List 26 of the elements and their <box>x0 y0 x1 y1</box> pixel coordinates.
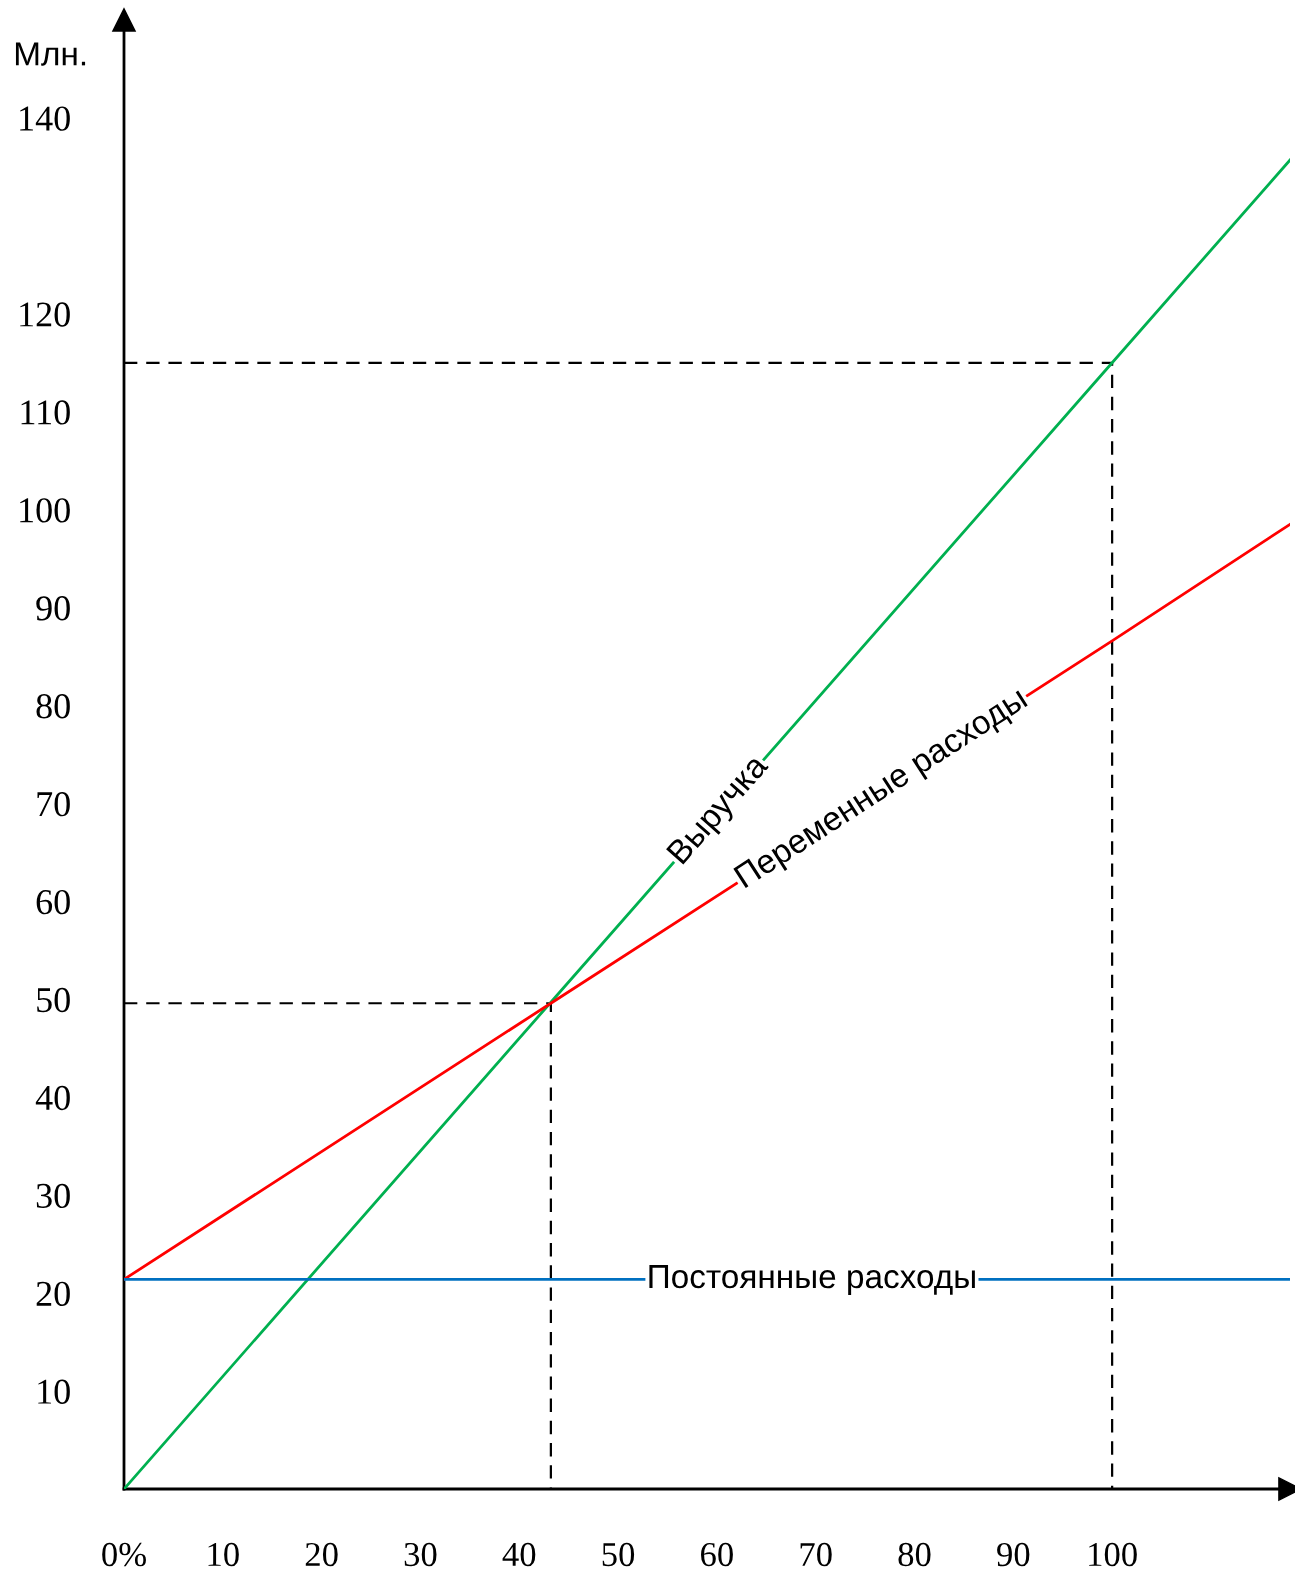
x-tick-label: 40 <box>502 1542 536 1567</box>
x-tick-label: 100 <box>1089 1542 1137 1567</box>
y-tick-label: 50 <box>37 987 70 1013</box>
y-tick-label: 80 <box>36 694 70 719</box>
y-axis-title: Млн. <box>15 42 86 66</box>
x-tick-label: 90 <box>997 1542 1030 1567</box>
series-label: Постоянные расходы <box>649 1265 975 1295</box>
x-tick-label: 20 <box>305 1542 338 1567</box>
x-tick-label: 50 <box>602 1542 635 1567</box>
x-tick-label: 30 <box>404 1542 437 1567</box>
x-tick-label: 80 <box>898 1542 931 1567</box>
y-tick-label: 10 <box>38 1379 70 1404</box>
y-tick-label: 20 <box>36 1281 70 1307</box>
y-tick-label: 120 <box>20 302 70 327</box>
y-tick-label: 60 <box>36 889 70 915</box>
y-tick-label: 30 <box>36 1183 70 1209</box>
x-tick-label: 60 <box>701 1542 733 1567</box>
y-tick-label: 40 <box>35 1085 70 1111</box>
y-tick-label: 70 <box>37 791 70 817</box>
x-tick-label: 10 <box>208 1542 239 1567</box>
y-tick-label: 90 <box>36 596 70 621</box>
y-tick-label: 140 <box>20 106 70 131</box>
y-tick-label: 100 <box>20 498 70 523</box>
y-tick-label: 110 <box>21 400 70 425</box>
x-tick-label: 0% <box>102 1542 146 1567</box>
x-tick-label: 70 <box>800 1542 832 1567</box>
